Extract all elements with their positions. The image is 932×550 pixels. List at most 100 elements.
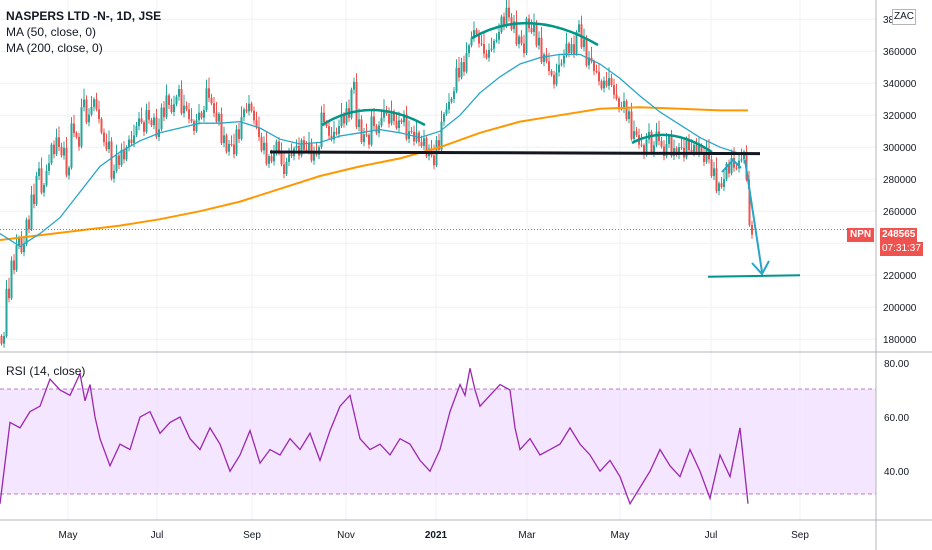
candle-body xyxy=(285,161,288,175)
rsi-legend: RSI (14, close) xyxy=(6,364,86,378)
candle-body xyxy=(10,260,13,299)
candle-body xyxy=(323,112,325,123)
time-tick-label: Jul xyxy=(705,530,718,541)
candle-body xyxy=(698,145,700,153)
candle-body xyxy=(308,142,310,151)
candle-body xyxy=(470,37,473,46)
candle-body xyxy=(658,131,660,142)
candle-body xyxy=(575,32,578,54)
candle-body xyxy=(63,147,65,156)
candle-body xyxy=(640,144,643,146)
candle-body xyxy=(320,112,323,148)
candle-body xyxy=(740,159,743,161)
candle-body xyxy=(598,71,600,82)
currency-badge[interactable]: ZAC xyxy=(892,9,916,25)
candle-body xyxy=(300,140,303,156)
candle-body xyxy=(98,109,100,120)
candle-body xyxy=(243,109,245,118)
candle-body xyxy=(488,49,490,58)
rsi-line xyxy=(0,368,749,506)
candle-body xyxy=(563,55,565,64)
candle-body xyxy=(723,179,725,187)
candle-body xyxy=(513,21,515,30)
candle-body xyxy=(453,91,455,99)
candle-body xyxy=(275,141,278,154)
candle-body xyxy=(225,135,228,152)
candle-body xyxy=(233,144,235,155)
candle-body xyxy=(53,144,55,155)
time-tick-label: May xyxy=(59,530,78,541)
left-shoulder-arc xyxy=(321,108,426,127)
chart-title: NASPERS LTD -N-, 1D, JSE xyxy=(6,9,162,23)
candle-body xyxy=(560,63,563,65)
candle-body xyxy=(365,134,368,136)
candle-body xyxy=(728,163,730,174)
candle-body xyxy=(383,110,385,118)
candle-body xyxy=(518,36,520,45)
candle-body xyxy=(490,48,493,50)
time-tick-label: Nov xyxy=(337,530,355,541)
candle-body xyxy=(423,138,425,146)
candle-body xyxy=(35,176,38,205)
candle-body xyxy=(410,131,413,133)
target-line[interactable] xyxy=(707,274,801,278)
candle-body xyxy=(558,64,560,73)
candle-body xyxy=(40,168,43,193)
candle-body xyxy=(688,140,690,151)
candle-body xyxy=(215,112,218,122)
candle-body xyxy=(288,154,290,162)
candle-body xyxy=(713,168,715,176)
candle-body xyxy=(73,123,75,134)
candle-body xyxy=(523,43,525,54)
candle-body xyxy=(183,105,185,114)
candle-body xyxy=(140,118,143,123)
candle-body xyxy=(15,245,18,271)
candle-body xyxy=(70,123,73,168)
candle-body xyxy=(503,16,505,27)
candle-body xyxy=(593,61,595,72)
candle-body xyxy=(613,85,615,95)
candle-body xyxy=(128,139,130,148)
candle-body xyxy=(88,114,90,123)
candle-body xyxy=(258,127,260,137)
candle-body xyxy=(278,141,280,152)
right-shoulder-arc xyxy=(631,133,713,154)
candle-body xyxy=(248,103,250,112)
neckline[interactable] xyxy=(269,150,761,156)
candle-body xyxy=(220,113,223,144)
time-tick-label: Mar xyxy=(518,530,536,541)
candle-body xyxy=(458,67,460,78)
candle-body xyxy=(155,117,158,137)
candle-body xyxy=(570,44,573,54)
candle-body xyxy=(433,155,435,166)
candle-body xyxy=(398,120,400,128)
candle-body xyxy=(75,133,78,137)
candle-body xyxy=(180,88,183,114)
candle-body xyxy=(533,24,535,32)
candle-body xyxy=(525,18,528,54)
candle-body xyxy=(703,152,705,162)
candle-body xyxy=(363,134,365,143)
candle-body xyxy=(695,144,698,153)
candle-body xyxy=(663,146,665,157)
candle-body xyxy=(670,136,673,156)
candle-body xyxy=(373,116,375,127)
candle-body xyxy=(355,81,358,128)
candle-body xyxy=(100,119,103,133)
candle-body xyxy=(235,129,238,155)
candle-body xyxy=(168,95,170,105)
candle-body xyxy=(400,120,403,123)
candle-body xyxy=(125,147,128,160)
candle-body xyxy=(148,110,150,120)
candle-body xyxy=(30,194,33,230)
time-tick-label: Sep xyxy=(243,530,261,541)
price-tick-label: 220000 xyxy=(883,271,917,282)
candle-body xyxy=(628,111,630,120)
candle-body xyxy=(123,149,125,160)
candle-body xyxy=(600,81,603,89)
candle-body xyxy=(3,336,5,344)
candle-body xyxy=(118,155,120,166)
candle-body xyxy=(493,40,495,49)
time-tick-label: May xyxy=(611,530,630,541)
